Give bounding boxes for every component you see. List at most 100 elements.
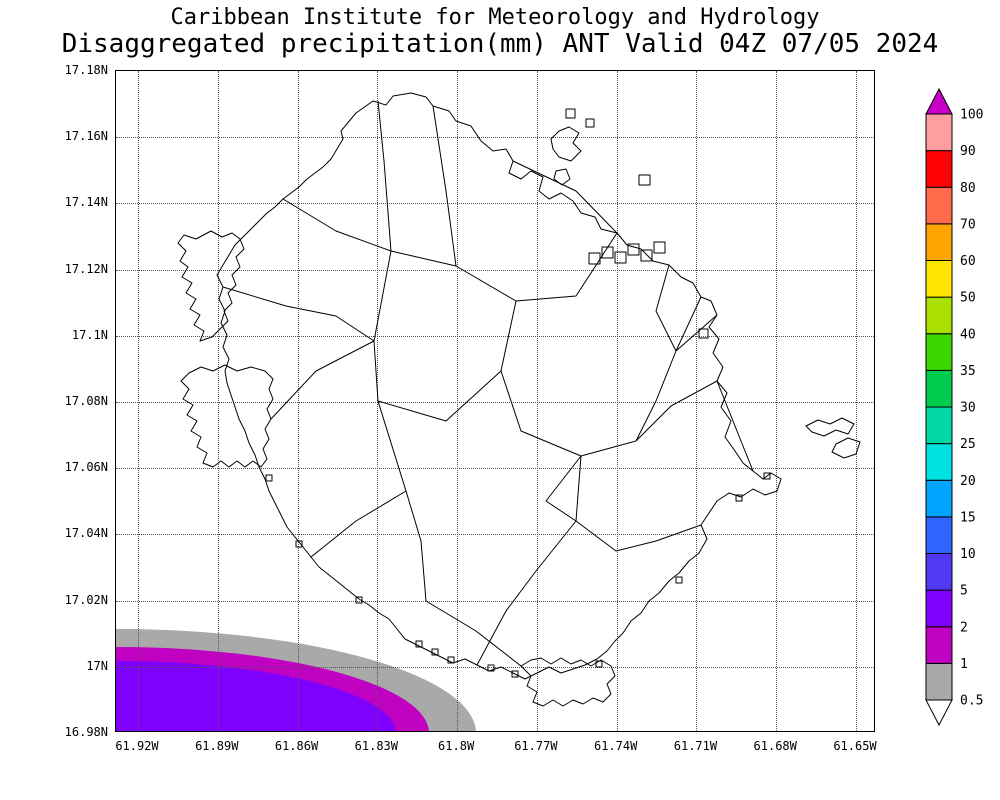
lat-tick-label: 17.02N — [64, 592, 108, 607]
gridline-vertical — [776, 71, 778, 731]
coastal-grid-cells — [266, 473, 770, 677]
gridline-horizontal — [116, 600, 874, 602]
south-peninsula-coastline — [521, 658, 615, 706]
gridline-horizontal — [116, 534, 874, 536]
coast-cell — [488, 665, 494, 671]
colorbar-level-label: 100 — [960, 108, 983, 123]
colorbar-level-label: 0.5 — [960, 694, 983, 709]
gridline-horizontal — [116, 137, 874, 139]
lat-tick-label: 17.06N — [64, 460, 108, 475]
precip-band-2-5 — [116, 661, 396, 731]
coast-cell — [296, 541, 302, 547]
colorbar-segment — [925, 369, 953, 408]
lon-tick-label: 61.77W — [514, 739, 558, 753]
gridline-vertical — [297, 71, 299, 731]
colorbar-segment — [925, 626, 953, 664]
gridline-horizontal — [116, 203, 874, 205]
lon-tick-label: 61.8W — [438, 739, 475, 753]
antigua-coastline — [217, 93, 781, 679]
gridline-vertical — [536, 71, 538, 731]
lon-tick-label: 61.92W — [115, 739, 159, 753]
gridline-horizontal — [116, 335, 874, 337]
gridline-vertical — [856, 71, 857, 731]
gridline-vertical — [616, 71, 618, 731]
lon-tick-label: 61.68W — [753, 739, 797, 753]
coast-cell — [448, 657, 454, 663]
coast-cell — [764, 473, 770, 479]
gridline-horizontal — [116, 666, 874, 668]
colorbar-segment — [925, 589, 953, 628]
colorbar-segment — [925, 553, 953, 591]
lat-tick-label: 17.12N — [64, 261, 108, 276]
coast-cell — [512, 671, 518, 677]
colorbar-level-label: 20 — [960, 474, 976, 489]
colorbar-level-label: 1 — [960, 657, 968, 672]
lon-tick-label: 61.86W — [274, 739, 319, 753]
gridline-vertical — [138, 71, 139, 731]
colorbar-level-label: 80 — [960, 181, 976, 196]
watershed-boundaries — [223, 101, 753, 666]
lon-tick-label: 61.71W — [673, 739, 718, 753]
colorbar-level-label: 10 — [960, 547, 976, 562]
plot-area — [115, 70, 875, 732]
offshore-islands — [551, 109, 860, 458]
coast-cell — [356, 597, 362, 603]
colorbar-segment — [925, 516, 953, 554]
island-cell — [589, 253, 600, 264]
colorbar-level-label: 25 — [960, 437, 976, 452]
coast-cell — [266, 475, 272, 481]
northwest-peninsula-coastline — [178, 231, 244, 341]
island-cell — [602, 247, 613, 258]
colorbar-level-label: 2 — [960, 620, 968, 635]
gridline-vertical — [457, 71, 459, 731]
colorbar-level-label: 90 — [960, 144, 976, 159]
colorbar-level-label: 5 — [960, 584, 968, 599]
gridline-horizontal — [116, 402, 874, 403]
gridline-horizontal — [116, 468, 874, 470]
island-cell — [641, 250, 652, 261]
colorbar-segment — [925, 296, 953, 335]
colorbar-level-label: 30 — [960, 401, 976, 416]
lon-tick-label: 61.83W — [354, 739, 398, 753]
lat-tick-label: 17.04N — [64, 526, 108, 541]
colorbar-level-label: 50 — [960, 291, 976, 306]
colorbar-segment — [925, 443, 953, 481]
colorbar-level-label: 60 — [960, 254, 976, 269]
product-title: Disaggregated precipitation(mm) ANT Vali… — [61, 29, 939, 59]
island-cell — [628, 244, 639, 255]
coast-cell — [676, 577, 682, 583]
lon-tick-label: 61.89W — [195, 739, 239, 753]
colorbar-segment — [925, 223, 953, 261]
lon-tick-label: 61.65W — [833, 739, 877, 753]
island-chain-cells — [589, 242, 665, 264]
colorbar-segment — [925, 113, 953, 152]
colorbar-level-label: 70 — [960, 217, 976, 232]
institute-title: Caribbean Institute for Meteorology and … — [170, 5, 820, 30]
gridline-horizontal — [116, 269, 874, 271]
lon-tick-label: 61.74W — [593, 739, 638, 753]
colorbar-segment — [925, 662, 953, 701]
colorbar-level-label: 40 — [960, 327, 976, 342]
lat-tick-label: 16.98N — [64, 725, 108, 739]
lat-tick-label: 17.1N — [71, 327, 108, 342]
gridline-vertical — [217, 71, 219, 731]
colorbar-segment — [925, 479, 953, 518]
colorbar-segment — [925, 186, 953, 225]
west-peninsula-coastline — [181, 365, 273, 467]
colorbar-level-label: 15 — [960, 510, 976, 525]
gridline-vertical — [696, 71, 698, 731]
island-cell — [615, 252, 626, 263]
lat-tick-label: 17.14N — [64, 195, 108, 210]
coast-cell — [596, 661, 602, 667]
colorbar-level-label: 35 — [960, 364, 976, 379]
colorbar-below-min-arrow — [925, 699, 953, 727]
precip-shading — [116, 629, 476, 731]
lat-tick-label: 17N — [86, 658, 108, 673]
colorbar-segment — [925, 260, 953, 298]
gridlines — [116, 71, 874, 731]
island-cell — [654, 242, 665, 253]
colorbar-segment — [925, 150, 953, 188]
coast-cell — [432, 649, 438, 655]
